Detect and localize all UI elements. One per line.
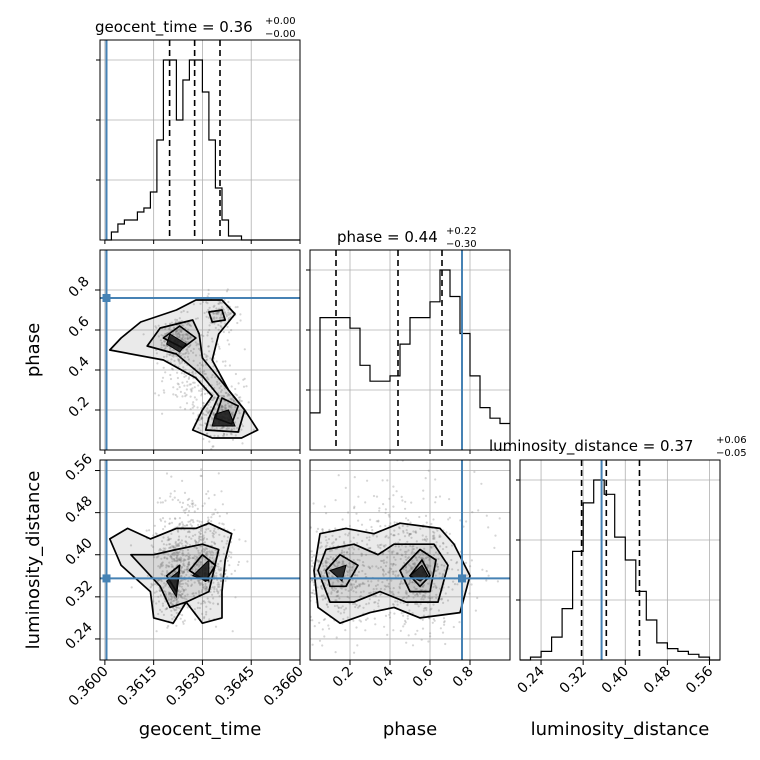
contours-0-2 (108, 522, 233, 625)
title-geocent-time-minus: −0.00 (265, 29, 296, 40)
xtick-label-geocent_time-3: 0.3645 (212, 664, 258, 710)
contour-1-2-0 (313, 522, 471, 625)
contour-peak-1-2-0 (329, 564, 347, 583)
scatter-0-1 (142, 288, 255, 450)
ytick-label-luminosity_distance-1: 0.32 (62, 577, 95, 610)
panel-frame-layer (99, 39, 721, 661)
panel-hist-phase (309, 249, 511, 451)
panel-0-1 (99, 249, 301, 451)
panel-hist-luminosity_distance (519, 459, 721, 661)
xlabel-luminosity-distance: luminosity_distance (531, 719, 710, 740)
ytick-label-luminosity_distance-3: 0.48 (62, 493, 95, 526)
xtick-label-geocent_time-2: 0.3630 (163, 664, 209, 710)
xtick-label-phase-0: 0.2 (330, 664, 357, 691)
xtick-label-luminosity_distance-3: 0.48 (641, 664, 674, 697)
histogram-luminosity_distance (520, 479, 720, 661)
ytick-label-luminosity_distance-0: 0.24 (62, 619, 95, 652)
scatter-1-2 (310, 460, 501, 654)
contour-peak-0-2-0 (166, 569, 181, 599)
ytick-label-phase-2: 0.6 (66, 314, 93, 341)
contour-0-1-4 (208, 309, 227, 323)
contours-0-1 (108, 299, 259, 439)
contour-1-2-1 (317, 543, 449, 603)
xtick-label-geocent_time-0: 0.3600 (66, 664, 112, 710)
title-phase-minus: −0.30 (446, 239, 477, 250)
xtick-label-geocent_time-1: 0.3615 (115, 664, 161, 710)
xtick-label-geocent_time-4: 0.3660 (261, 664, 307, 710)
ytick-label-luminosity_distance-4: 0.56 (62, 451, 95, 484)
truth-marker-0-2 (102, 574, 111, 583)
truth-marker-1-2 (458, 574, 466, 583)
contour-layer (108, 299, 471, 625)
quantile-truth-layer (100, 40, 641, 660)
xtick-label-luminosity_distance-1: 0.32 (557, 664, 590, 697)
xlabel-geocent-time: geocent_time (139, 719, 262, 740)
xtick-label-luminosity_distance-0: 0.24 (515, 663, 548, 696)
xtick-label-luminosity_distance-4: 0.56 (683, 663, 716, 696)
title-phase: phase = 0.44 (337, 228, 438, 246)
contour-peak-0-1-1 (211, 409, 236, 427)
title-phase-plus: +0.22 (446, 226, 477, 237)
ytick-label-phase-3: 0.8 (66, 274, 93, 301)
title-luminosity-distance-plus: +0.06 (716, 435, 747, 446)
contours-1-2 (313, 522, 471, 625)
title-geocent-time-plus: +0.00 (265, 16, 296, 27)
truth-marker-0-1 (102, 294, 111, 302)
xtick-label-phase-3: 0.8 (450, 664, 477, 691)
panel-0-2 (99, 459, 301, 661)
panel-hist-geocent_time (99, 39, 301, 241)
ytick-label-phase-0: 0.2 (66, 394, 93, 421)
xtick-label-phase-2: 0.6 (410, 663, 437, 690)
histogram-phase (310, 269, 510, 425)
scatter-layer (129, 288, 501, 654)
text-layer: geocent_time = 0.36 +0.00 −0.00 phase = … (23, 16, 747, 740)
xlabel-phase: phase (383, 719, 437, 740)
title-geocent-time: geocent_time = 0.36 (95, 18, 253, 37)
xtick-label-phase-1: 0.4 (370, 663, 397, 690)
ylabel-luminosity-distance: luminosity_distance (23, 471, 44, 650)
ytick-label-luminosity_distance-2: 0.40 (62, 535, 95, 568)
ylabel-phase: phase (23, 323, 44, 377)
grid-layer (100, 40, 720, 660)
title-luminosity-distance-minus: −0.05 (716, 448, 747, 459)
ytick-label-phase-1: 0.4 (66, 354, 93, 381)
panel-1-2 (309, 459, 511, 661)
contour-peak-0-1-0 (166, 333, 187, 353)
xtick-label-luminosity_distance-2: 0.40 (599, 664, 632, 697)
title-luminosity-distance: luminosity_distance = 0.37 (489, 437, 693, 456)
